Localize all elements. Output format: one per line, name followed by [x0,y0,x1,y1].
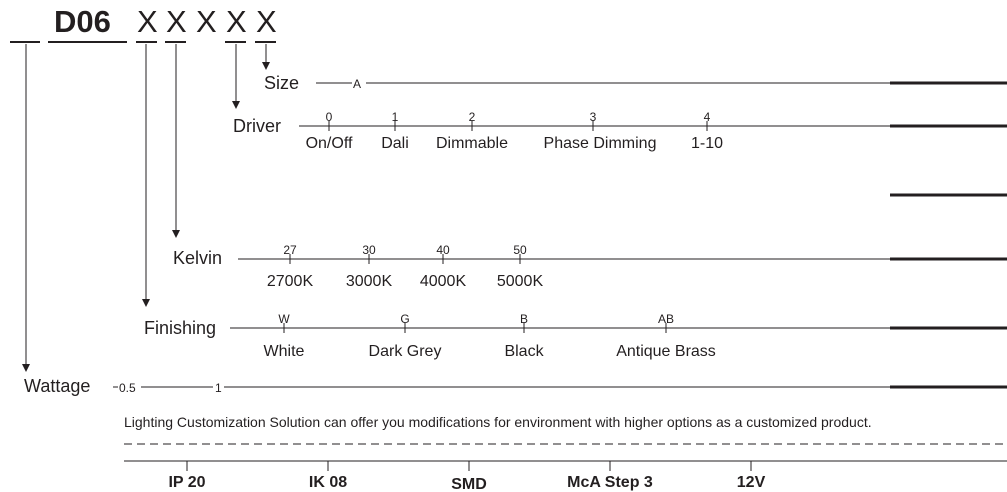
finishing-option-name: White [264,343,305,360]
placeholder-reserved: X [196,4,217,39]
spec-macadam: McA Step 3 [567,474,653,491]
kelvin-option-name: 5000K [497,273,544,290]
connector-arrows [22,44,270,372]
driver-option-name: Phase Dimming [544,135,657,152]
driver-option-code: 3 [590,110,597,124]
finishing-option-name: Black [504,343,544,360]
kelvin-option-code: 30 [362,243,376,257]
kelvin-arrowhead [172,230,180,238]
driver-option-name: On/Off [306,135,353,152]
driver-option-name: Dimmable [436,135,508,152]
kelvin-label: Kelvin [173,248,222,268]
wattage-option-code: 1 [215,381,222,395]
model-code-header: D06 X X X X X [10,4,277,43]
finishing-option-name: Dark Grey [369,343,442,360]
size-option-code: A [353,77,361,91]
finishing-arrowhead [142,299,150,307]
driver-option-code: 1 [392,110,399,124]
kelvin-option-name: 2700K [267,273,314,290]
finishing-option-name: Antique Brass [616,343,716,360]
placeholder-size: X [256,4,277,39]
wattage-arrowhead [22,364,30,372]
finishing-option-code: B [520,312,528,326]
footer: Lighting Customization Solution can offe… [124,414,1007,492]
driver-row: Driver 0 On/Off 1 Dali 2 Dimmable 3 Phas… [233,110,1007,152]
driver-label: Driver [233,116,281,136]
spec-led-type: SMD [451,476,487,492]
driver-arrowhead [232,101,240,109]
kelvin-row: Kelvin 27 2700K 30 3000K 40 4000K 50 500… [173,243,1007,290]
driver-option-name: Dali [381,135,409,152]
finishing-option-code: W [278,312,290,326]
spec-ik-rating: IK 08 [309,474,347,491]
spec-voltage: 12V [737,474,766,491]
size-arrowhead [262,62,270,70]
driver-option-code: 0 [326,110,333,124]
placeholder-kelvin: X [166,4,187,39]
driver-option-name: 1-10 [691,135,723,152]
size-label: Size [264,73,299,93]
kelvin-option-name: 4000K [420,273,467,290]
driver-option-code: 2 [469,110,476,124]
finishing-option-code: G [400,312,409,326]
model-code: D06 [54,4,111,39]
customization-note: Lighting Customization Solution can offe… [124,414,872,430]
finishing-row: Finishing W White G Dark Grey B Black AB… [144,312,1007,360]
driver-option-code: 4 [704,110,711,124]
kelvin-option-code: 27 [283,243,297,257]
finishing-option-code: AB [658,312,674,326]
size-row: Size A [264,73,1007,93]
kelvin-option-name: 3000K [346,273,393,290]
kelvin-option-code: 50 [513,243,527,257]
placeholder-finishing: X [137,4,158,39]
wattage-label: Wattage [24,376,90,396]
placeholder-driver: X [226,4,247,39]
wattage-row: Wattage 0.5 1 [24,376,1007,396]
wattage-option-code: 0.5 [119,381,136,395]
spec-ip-rating: IP 20 [168,474,205,491]
finishing-label: Finishing [144,318,216,338]
kelvin-option-code: 40 [436,243,450,257]
